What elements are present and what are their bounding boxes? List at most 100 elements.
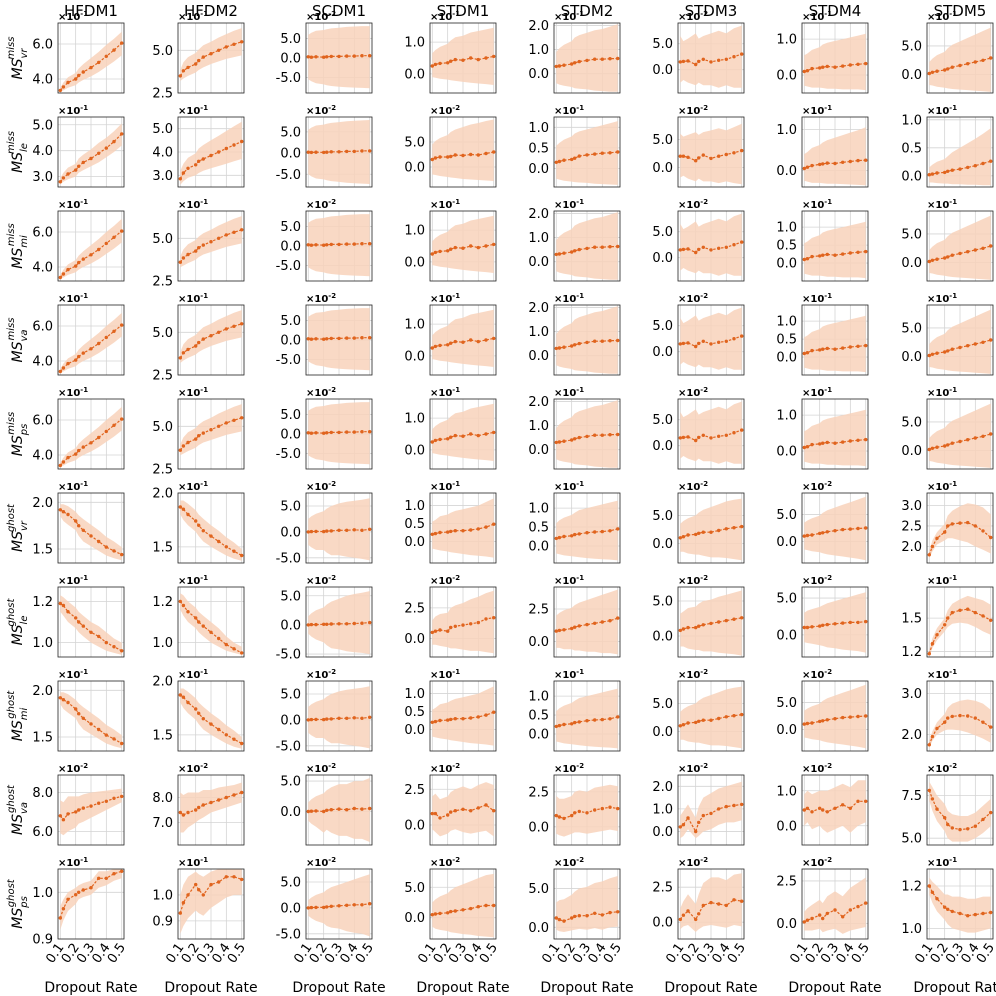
axes-frame [677,398,745,470]
axes-frame [926,492,994,564]
axes-frame [57,304,125,376]
data-point [368,54,372,58]
data-point [74,893,78,897]
y-tick-label: 5.0 [901,39,922,54]
confidence-band [929,215,991,280]
mean-line [804,251,866,261]
data-point [197,58,201,63]
data-point [585,58,589,63]
data-point [476,57,480,62]
axes-frame [677,774,745,846]
data-point [469,528,473,532]
y-tick-label: 1.0 [776,33,797,48]
data-point [461,246,465,250]
data-point [686,247,690,251]
data-point [61,510,66,514]
mean-line [679,899,742,921]
confidence-band [60,312,122,374]
data-point [709,530,713,534]
data-point [740,712,744,717]
subplot: 0.00.51.0×10-1 [528,480,621,564]
row-label-base: MS [10,624,26,645]
column-title: HFDM2 [184,2,238,20]
axis-exponent: ×10-2 [678,10,708,23]
data-point [449,154,453,159]
subplot: 0.05.0×10-2 [652,668,745,752]
subplot: 0.02.5×10-2 [404,762,497,846]
subplot: 1.21.5×10-1 [901,574,994,660]
data-point [864,714,868,718]
data-point [717,807,721,811]
data-point [194,249,198,253]
data-point [678,724,682,728]
y-tick-label: 1.0 [32,636,53,651]
y-tick-label: 0.5 [776,239,797,254]
data-point [697,341,701,346]
data-point [958,713,962,718]
axes-frame [926,22,994,94]
y-tick-label: 1.0 [404,224,425,239]
data-point [240,741,244,746]
data-point [557,628,562,633]
exponent-value: -2 [700,574,708,582]
subplot: -5.00.05.0×10-2 [276,198,373,282]
x-tick-label: 0.5 [105,941,129,967]
data-point [186,810,190,815]
data-point [74,452,78,456]
confidence-band [680,307,742,370]
data-point [492,430,496,435]
data-point [981,161,985,166]
confidence-band [60,406,122,468]
data-point [217,727,221,732]
data-point [864,526,868,530]
axes-frame [553,210,621,282]
subplot: 2.03.0×10-1 [901,668,994,752]
data-point [833,65,837,69]
axes-frame [926,586,994,658]
y-tick-label: 2.5 [652,881,673,896]
data-point [686,721,690,725]
data-point [61,460,66,464]
y-tick-label: 2.0 [528,207,549,222]
data-point [946,255,950,259]
axes-frame [429,680,497,752]
data-point [585,153,589,157]
data-point [112,645,116,649]
data-point [935,536,939,540]
data-point [570,626,574,631]
axis-exponent: ×10-1 [802,104,832,117]
data-point [694,159,698,163]
y-tick-label: 5.0 [280,499,301,514]
data-point [368,527,372,531]
row-label-sup: ghost [6,784,17,813]
exponent-value: -2 [452,104,460,112]
data-point [476,527,480,531]
data-point [438,911,442,916]
y-tick-label: 1.5 [152,540,173,555]
data-point [573,249,577,253]
data-point [66,267,70,272]
y-tick-label: 0.0 [776,445,797,460]
column-title: STDM4 [809,2,862,20]
y-tick-label: 0.9 [152,914,173,929]
data-point [732,431,736,435]
subplot: 0.05.0×10-1 [901,10,994,94]
data-point [681,247,686,252]
data-point [973,912,977,917]
data-point [438,61,442,66]
data-point [833,806,837,810]
axes-frame [429,210,497,282]
data-point [709,718,713,722]
data-point [825,530,829,534]
column-title: STDM5 [934,2,987,20]
data-point [461,529,465,533]
exponent-value: -1 [200,292,208,300]
data-point [77,808,81,812]
data-point [600,151,604,155]
data-point [232,549,236,553]
data-point [724,715,728,719]
confidence-band [60,595,122,655]
data-point [322,905,326,910]
data-point [197,434,201,438]
